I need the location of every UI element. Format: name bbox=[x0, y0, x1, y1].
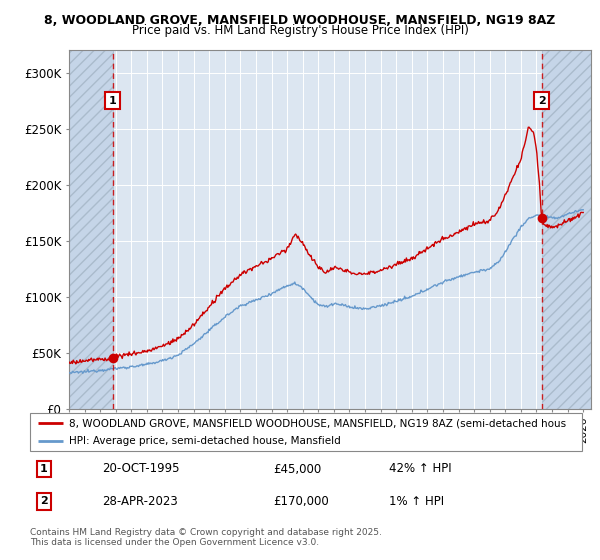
Text: 8, WOODLAND GROVE, MANSFIELD WOODHOUSE, MANSFIELD, NG19 8AZ (semi-detached hous: 8, WOODLAND GROVE, MANSFIELD WOODHOUSE, … bbox=[68, 418, 566, 428]
Text: 20-OCT-1995: 20-OCT-1995 bbox=[102, 463, 179, 475]
Bar bbox=[542, 50, 591, 409]
Text: 2: 2 bbox=[538, 96, 545, 106]
FancyBboxPatch shape bbox=[30, 413, 582, 451]
Text: HPI: Average price, semi-detached house, Mansfield: HPI: Average price, semi-detached house,… bbox=[68, 436, 340, 446]
Text: 1% ↑ HPI: 1% ↑ HPI bbox=[389, 494, 444, 508]
Text: £45,000: £45,000 bbox=[273, 463, 321, 475]
Text: 8, WOODLAND GROVE, MANSFIELD WOODHOUSE, MANSFIELD, NG19 8AZ: 8, WOODLAND GROVE, MANSFIELD WOODHOUSE, … bbox=[44, 14, 556, 27]
Text: 42% ↑ HPI: 42% ↑ HPI bbox=[389, 463, 451, 475]
Text: Contains HM Land Registry data © Crown copyright and database right 2025.
This d: Contains HM Land Registry data © Crown c… bbox=[30, 528, 382, 547]
Text: 28-APR-2023: 28-APR-2023 bbox=[102, 494, 178, 508]
Text: 1: 1 bbox=[109, 96, 116, 106]
Text: 1: 1 bbox=[40, 464, 47, 474]
Bar bbox=[69, 50, 113, 409]
Text: 2: 2 bbox=[40, 496, 47, 506]
Text: £170,000: £170,000 bbox=[273, 494, 329, 508]
Text: Price paid vs. HM Land Registry's House Price Index (HPI): Price paid vs. HM Land Registry's House … bbox=[131, 24, 469, 37]
